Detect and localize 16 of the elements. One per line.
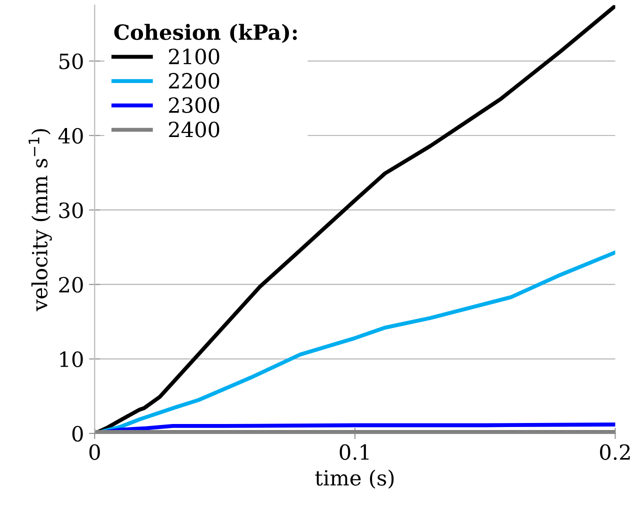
y-tick-label: 40	[58, 128, 83, 144]
x-tick-label: 0	[89, 444, 100, 460]
y-tick-label: 50	[59, 53, 83, 70]
y-tick-label: 30	[59, 202, 83, 218]
legend-label: 2400	[168, 122, 220, 138]
x-axis-title: time (s)	[315, 470, 394, 489]
x-tick-label: 0.1	[340, 444, 369, 460]
legend-label: 2300	[168, 97, 220, 114]
legend-label: 2200	[168, 72, 220, 89]
legend-label: 2100	[168, 48, 220, 64]
x-tick-label: 0.2	[600, 444, 630, 460]
legend-title: Cohesion (kPa):	[114, 24, 297, 43]
y-tick-label: 20	[59, 276, 83, 293]
y-axis-title: velocity (mm s$^{−1}$)	[28, 129, 52, 312]
y-tick-label: 0	[72, 426, 83, 442]
y-tick-label: 10	[60, 351, 83, 368]
